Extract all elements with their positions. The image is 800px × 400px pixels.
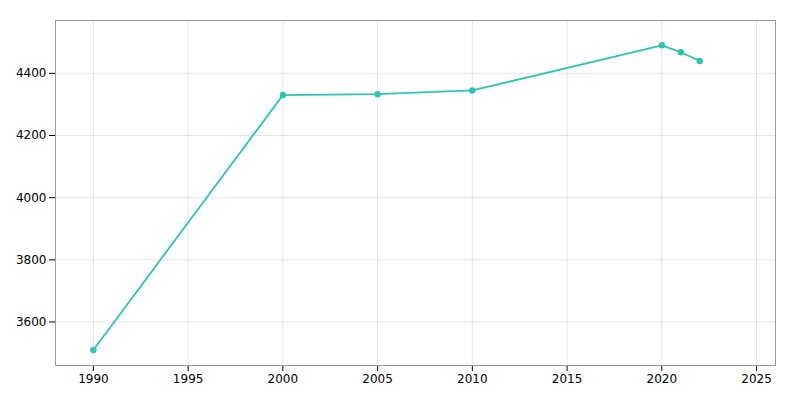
- svg-text:4000: 4000: [16, 191, 47, 205]
- svg-text:3600: 3600: [16, 315, 47, 329]
- svg-text:3800: 3800: [16, 253, 47, 267]
- svg-text:4400: 4400: [16, 66, 47, 80]
- svg-text:1990: 1990: [78, 372, 109, 386]
- svg-text:4200: 4200: [16, 128, 47, 142]
- svg-text:2005: 2005: [362, 372, 393, 386]
- svg-text:2020: 2020: [647, 372, 678, 386]
- svg-text:2000: 2000: [268, 372, 299, 386]
- svg-text:2025: 2025: [741, 372, 772, 386]
- svg-text:2010: 2010: [457, 372, 488, 386]
- svg-text:1995: 1995: [173, 372, 204, 386]
- svg-text:2015: 2015: [552, 372, 583, 386]
